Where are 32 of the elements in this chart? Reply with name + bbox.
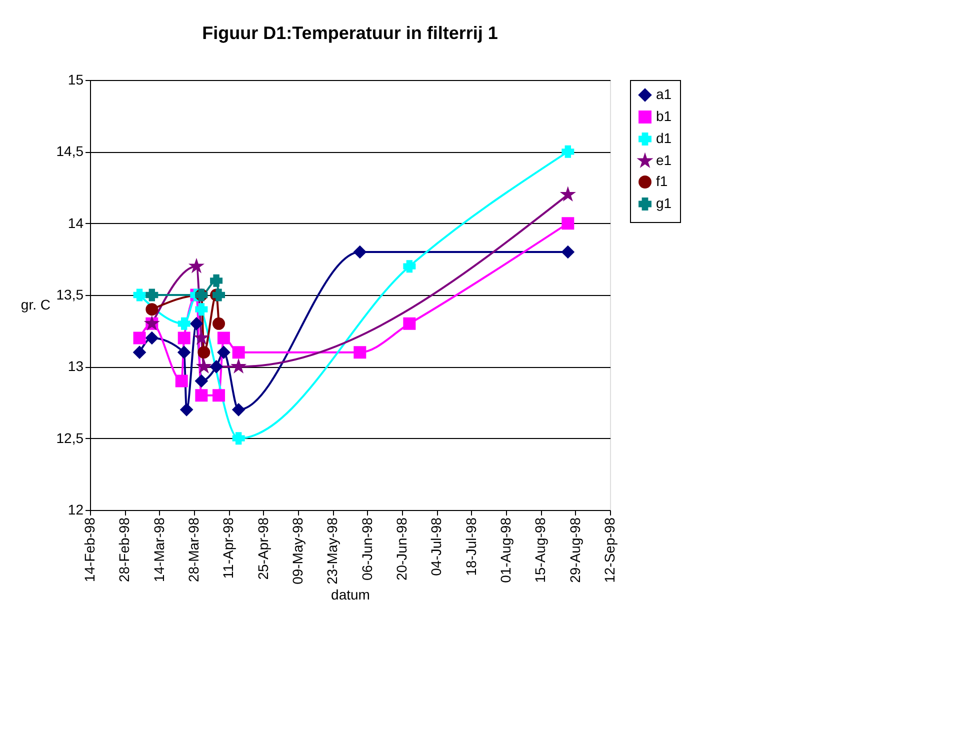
legend-label: g1: [656, 195, 672, 211]
legend-label: a1: [656, 86, 672, 102]
x-tick-label: 23-May-98: [324, 517, 340, 584]
y-tick-label: 12: [68, 502, 84, 518]
x-tick-label: 12-Sep-98: [602, 517, 618, 583]
legend-label: d1: [656, 130, 672, 146]
y-tick-label: 14: [68, 214, 84, 231]
legend-label: b1: [656, 108, 672, 124]
x-tick-label: 01-Aug-98: [498, 517, 514, 583]
x-tick-label: 11-Apr-98: [220, 517, 236, 579]
x-tick-label: 20-Jun-98: [394, 517, 410, 581]
x-axis-title: datum: [331, 586, 370, 602]
x-tick-label: 28-Feb-98: [116, 517, 132, 582]
x-tick-label: 29-Aug-98: [566, 517, 583, 583]
x-tick-label: 06-Jun-98: [358, 517, 375, 581]
legend-label: f1: [656, 173, 668, 189]
y-tick-label: 14,5: [56, 143, 84, 160]
x-tick-label: 18-Jul-98: [462, 517, 479, 576]
x-tick-label: 15-Aug-98: [532, 517, 548, 583]
x-tick-label: 09-May-98: [290, 517, 306, 584]
x-tick-label: 25-Apr-98: [254, 517, 271, 580]
x-tick-label: 14-Feb-98: [82, 517, 98, 582]
y-axis-title: gr. C: [20, 296, 50, 312]
y-tick-label: 12,5: [56, 430, 84, 446]
chart-title: Figuur D1:Temperatuur in filterrij 1: [202, 23, 498, 43]
x-tick-label: 04-Jul-98: [428, 517, 444, 576]
x-tick-label: 28-Mar-98: [186, 517, 202, 582]
x-tick-label: 14-Mar-98: [150, 517, 167, 582]
y-tick-label: 13,5: [56, 286, 84, 302]
legend-label: e1: [656, 152, 672, 168]
y-tick-label: 15: [68, 72, 84, 88]
y-tick-label: 13: [68, 358, 84, 374]
